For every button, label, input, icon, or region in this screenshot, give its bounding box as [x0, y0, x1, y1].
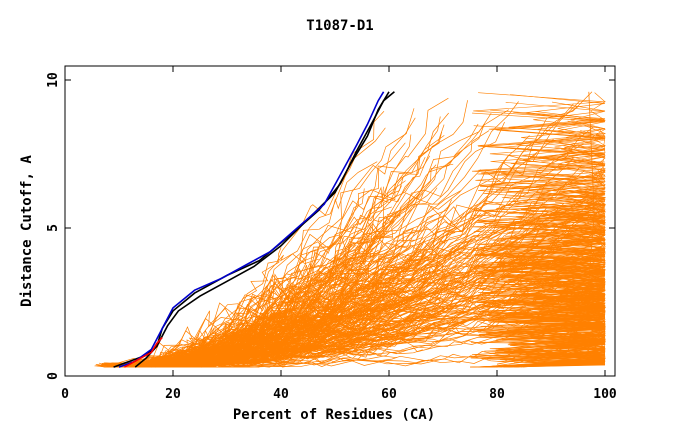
background-curve — [171, 240, 383, 368]
background-curve — [113, 135, 445, 368]
background-curve — [123, 284, 384, 368]
background-curve — [118, 301, 592, 368]
x-tick-label: 100 — [593, 387, 617, 402]
axis-ticks-group: 0 20 40 60 80 100 0 5 10 — [46, 66, 617, 402]
y-tick-label: 5 — [46, 224, 61, 232]
background-curve-dense — [471, 178, 606, 368]
x-tick-label: 0 — [61, 387, 69, 402]
background-curve — [141, 277, 468, 368]
background-curve-dense — [477, 291, 606, 368]
x-tick-label: 20 — [165, 387, 181, 402]
background-curve — [130, 216, 573, 368]
background-curve-dense — [473, 92, 606, 368]
highlight-curves-group — [113, 91, 395, 368]
background-curve-dense — [474, 213, 606, 368]
background-curve — [114, 109, 509, 368]
background-curve — [101, 121, 505, 368]
background-curve — [165, 271, 464, 368]
background-curve-dense — [477, 101, 606, 368]
x-tick-label: 40 — [273, 387, 289, 402]
y-tick-label: 0 — [46, 372, 61, 380]
background-curve — [156, 192, 591, 367]
chart-title: T1087-D1 — [306, 18, 373, 34]
background-curve-outlier — [496, 287, 584, 365]
background-curve-outlier — [486, 91, 595, 368]
background-curve — [161, 244, 357, 368]
background-curve — [111, 164, 583, 367]
background-curves-group — [94, 91, 607, 368]
y-axis-label: Distance Cutoff, A — [19, 155, 35, 307]
y-tick-label: 10 — [46, 72, 61, 88]
highlight-curve — [124, 336, 163, 368]
background-curve — [113, 268, 370, 366]
background-curve — [158, 312, 492, 365]
x-axis-label: Percent of Residues (CA) — [233, 407, 435, 423]
highlight-curve — [118, 91, 385, 368]
plot-frame — [64, 65, 616, 377]
x-tick-label: 60 — [381, 387, 397, 402]
x-tick-label: 80 — [489, 387, 505, 402]
background-curve — [161, 268, 566, 368]
background-curve — [132, 258, 419, 368]
background-curve — [150, 236, 366, 368]
background-curve — [125, 161, 378, 368]
background-curve-dense — [472, 199, 606, 368]
